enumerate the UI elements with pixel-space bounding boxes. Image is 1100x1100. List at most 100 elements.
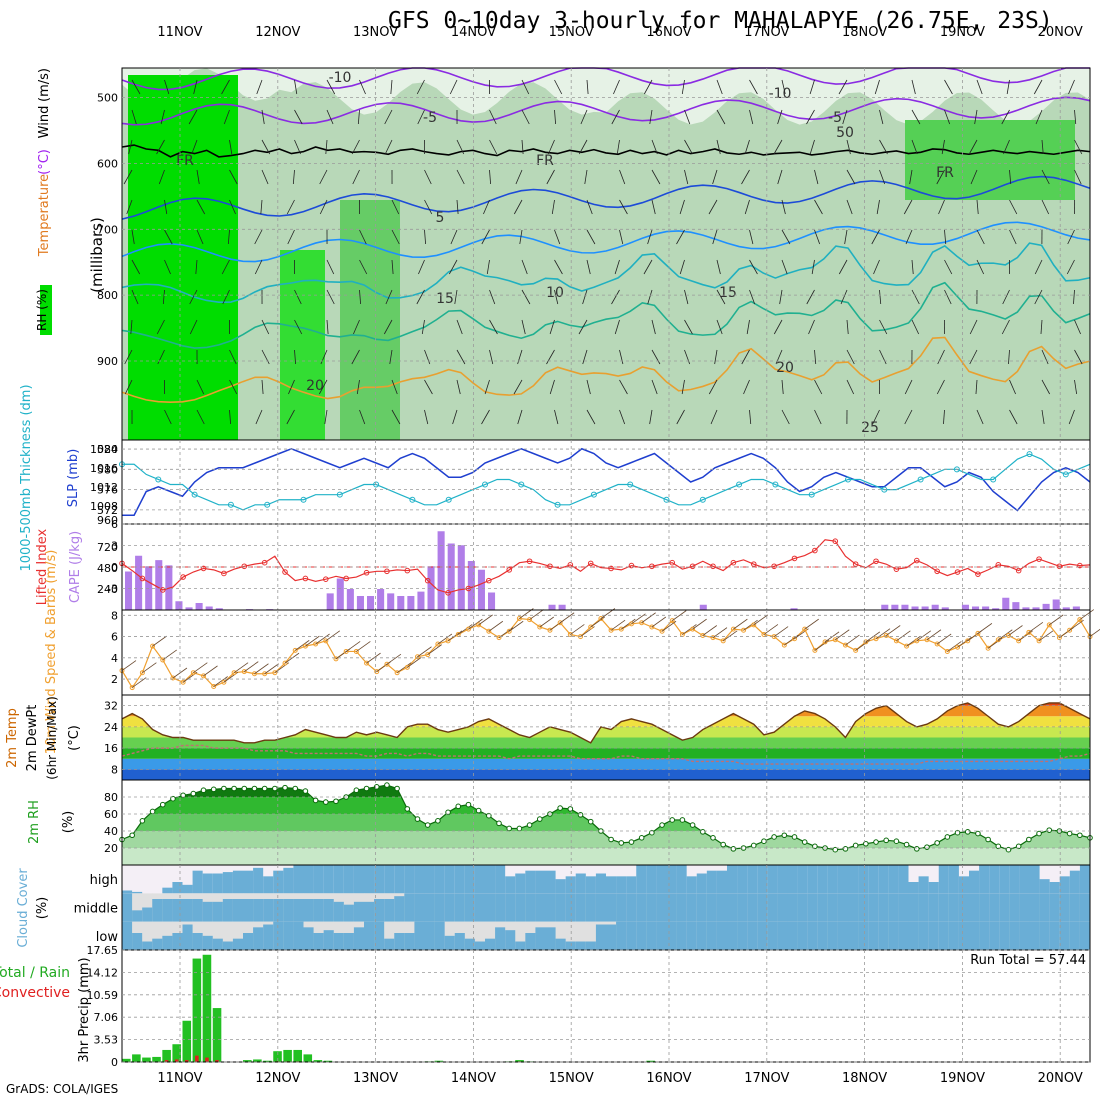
wind-barb	[651, 199, 656, 215]
cloud-cell	[152, 938, 163, 950]
wind-barb	[741, 169, 750, 185]
rh-marker	[791, 834, 798, 840]
cloud-cell	[293, 921, 304, 950]
cape-bar	[457, 545, 465, 610]
cloud-cell	[1029, 865, 1041, 894]
cloud-cell	[989, 921, 1000, 950]
cloud-cell	[303, 865, 315, 894]
wind-barb	[294, 79, 298, 95]
rh-marker	[710, 835, 716, 841]
rh-marker	[924, 844, 930, 850]
wind-barb	[456, 379, 461, 395]
thickness-marker	[845, 476, 851, 483]
wind-barb-10m	[641, 612, 656, 624]
wind-barb	[131, 229, 135, 245]
wind-barb	[975, 379, 978, 395]
wind-barb	[326, 259, 335, 275]
wind-barb	[684, 319, 693, 335]
wind-barb-10m	[458, 624, 473, 635]
temp-axis-label-2: 2m DewPt	[25, 705, 40, 772]
cloud-cell	[706, 870, 718, 894]
cloud-cell	[404, 893, 415, 922]
cloud-cell	[414, 893, 425, 922]
wind-barb	[389, 349, 393, 365]
wind-barb-10m	[264, 663, 279, 675]
cape-bar	[1002, 597, 1010, 610]
cape-bar	[911, 606, 919, 610]
wind-barb	[359, 409, 366, 425]
rh-marker	[954, 829, 961, 836]
wind-barb-10m	[1038, 630, 1054, 642]
contour-label: FR	[936, 165, 954, 181]
thickness-marker	[772, 481, 779, 488]
wind-speed-marker	[150, 643, 156, 649]
wind-barb	[229, 379, 238, 395]
lifted-index-marker	[180, 574, 186, 580]
rh-marker	[312, 797, 319, 804]
cloud-cell	[454, 933, 466, 950]
lifted-index-marker	[812, 547, 818, 554]
cape-bar	[336, 578, 344, 610]
wind-barb-10m	[885, 625, 901, 636]
wind-speed-marker	[1046, 622, 1052, 628]
wind-speed-marker	[618, 626, 624, 632]
cape-bar	[346, 589, 354, 610]
cloud-cell	[434, 921, 446, 950]
slp-line	[122, 447, 1091, 516]
wind-barb	[521, 319, 526, 335]
cloud-cell-bg	[132, 865, 143, 894]
wind-barb	[619, 409, 626, 425]
cloud-cell	[444, 893, 456, 922]
slp-axis-label: SLP (mb)	[66, 449, 81, 508]
cloud-cell-bg	[555, 865, 567, 894]
wind-barb	[391, 199, 400, 215]
cloud-cell	[878, 921, 889, 950]
cloud-cell	[676, 921, 688, 950]
contour-label: 5	[436, 210, 445, 226]
wind-barb	[294, 139, 301, 155]
wind-barb	[456, 199, 459, 215]
wind-speed-marker	[313, 641, 319, 647]
wind-speed-marker	[761, 631, 767, 637]
wind-barb	[130, 319, 133, 335]
cloud-cell	[979, 893, 990, 922]
cape-tick-label: 240	[97, 583, 118, 596]
wind-barb-10m	[233, 662, 249, 674]
cloud-cell	[989, 865, 1000, 894]
wind-barb	[716, 79, 723, 95]
wind-barb	[164, 229, 173, 245]
wind-speed-marker	[190, 670, 196, 676]
cloud-cell	[454, 865, 466, 894]
precip-bar	[192, 958, 202, 1062]
rh-marker	[292, 785, 299, 792]
wind-barb	[619, 229, 624, 245]
wind-barb	[716, 319, 723, 335]
wind-barb	[156, 319, 165, 335]
wind-barb	[681, 79, 685, 95]
cloud-cell	[848, 865, 859, 894]
cloud-cell	[313, 865, 325, 894]
wind-barb	[586, 199, 593, 215]
thickness-marker	[264, 501, 271, 508]
cloud-cell	[202, 901, 214, 922]
wind-barb	[619, 349, 624, 365]
cloud-cell	[727, 893, 738, 922]
wind-barb	[1068, 409, 1075, 425]
wind-barb	[619, 379, 628, 395]
wind-barb	[320, 349, 328, 365]
day-label-top: 14NOV	[451, 25, 496, 40]
wind-barb	[716, 139, 721, 155]
wind-speed-marker	[924, 637, 930, 643]
cloud-cell-bg	[152, 921, 163, 950]
cloud-cell	[313, 933, 325, 950]
cloud-cell	[505, 893, 516, 922]
wind-barb-10m	[651, 616, 667, 628]
wind-barb	[911, 109, 921, 125]
cloud-cell	[212, 938, 224, 950]
thickness-marker	[736, 481, 743, 488]
rh-marker	[435, 818, 441, 824]
precip-bar	[132, 1054, 141, 1062]
cloud-cell	[515, 941, 526, 950]
wind-barb	[513, 379, 523, 395]
wind-barb	[806, 289, 815, 305]
